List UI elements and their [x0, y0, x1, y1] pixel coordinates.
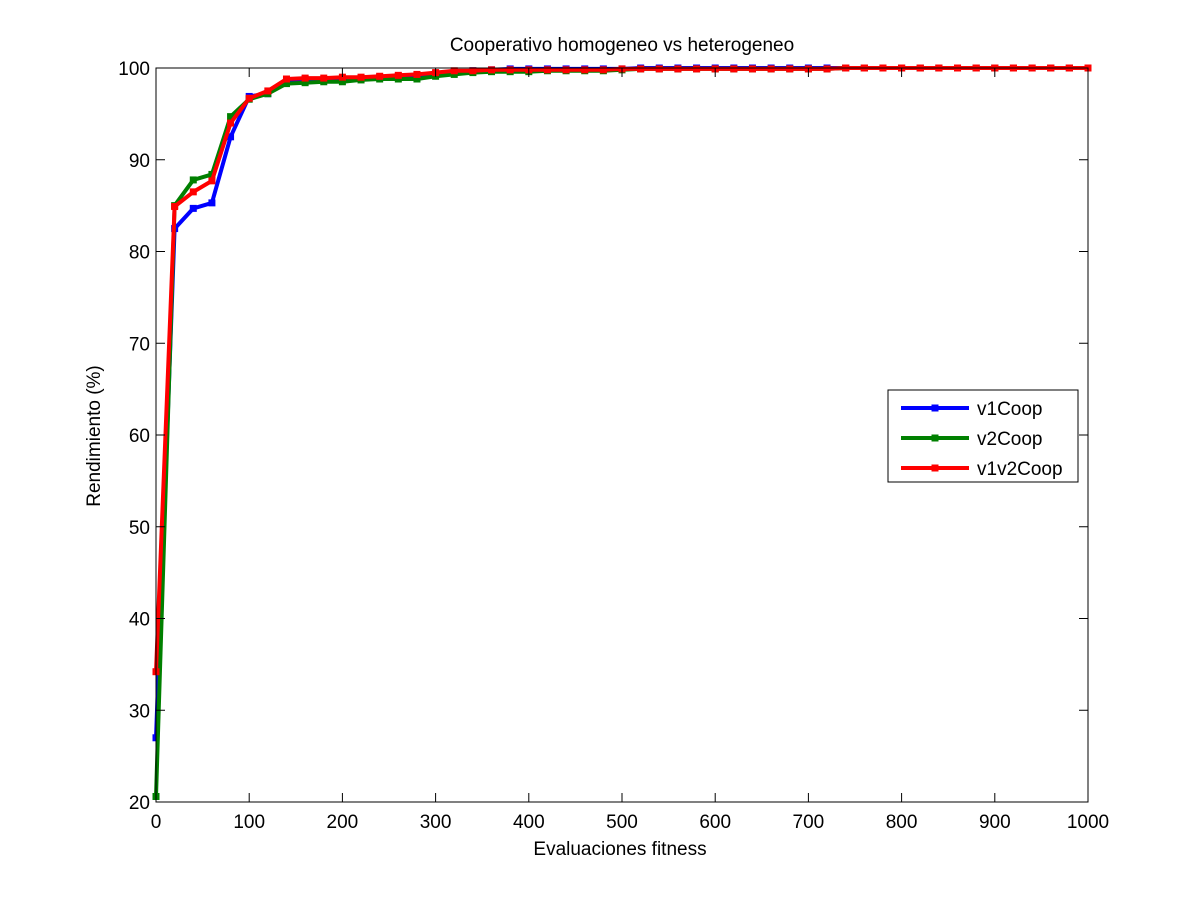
- data-point-v1v2coop: [376, 72, 384, 80]
- y-tick-label: 60: [129, 426, 150, 447]
- y-tick-label: 70: [129, 334, 150, 355]
- data-point-v1coop: [189, 204, 197, 212]
- x-tick-label: 1000: [1067, 812, 1109, 833]
- data-point-v1v2coop: [320, 74, 328, 82]
- chart-title: Cooperativo homogeneo vs heterogeneo: [450, 35, 794, 56]
- data-point-v2coop: [301, 79, 309, 87]
- data-point-v1v2coop: [394, 71, 402, 79]
- data-point-v1v2coop: [599, 66, 607, 74]
- legend-item-v2coop: v2Coop: [901, 429, 1043, 450]
- data-point-v2coop: [394, 75, 402, 83]
- data-point-v1coop: [227, 133, 235, 141]
- x-tick-label: 200: [327, 812, 359, 833]
- y-tick-label: 80: [129, 243, 150, 264]
- data-point-v1v2coop: [693, 65, 701, 73]
- data-point-v1v2coop: [357, 73, 365, 81]
- data-point-v2coop: [450, 70, 458, 78]
- axis-ticks: 0 100 200 300 400 500 600 700 800 900 1000 20 30 40 50…: [118, 59, 1109, 833]
- data-point-v1v2coop: [338, 73, 346, 81]
- data-point-v2coop: [413, 75, 421, 83]
- data-point-v1v2coop: [264, 87, 272, 95]
- data-point-v1v2coop: [245, 94, 253, 102]
- data-point-v2coop: [227, 113, 235, 121]
- x-tick-label: 0: [151, 812, 162, 833]
- legend-label-v2coop: v2Coop: [977, 429, 1043, 450]
- legend-item-v1v2coop: v1v2Coop: [901, 459, 1063, 480]
- data-point-v1v2coop: [786, 65, 794, 73]
- x-tick-label: 300: [420, 812, 452, 833]
- legend-marker-v1coop: [931, 404, 939, 412]
- data-point-v1v2coop: [748, 65, 756, 73]
- y-tick-label: 100: [118, 59, 150, 80]
- data-point-v2coop: [189, 176, 197, 184]
- data-point-v1v2coop: [767, 65, 775, 73]
- y-tick-label: 20: [129, 793, 150, 814]
- data-point-v1v2coop: [655, 65, 663, 73]
- data-point-v2coop: [338, 78, 346, 86]
- x-tick-label: 600: [699, 812, 731, 833]
- data-point-v1v2coop: [562, 66, 570, 74]
- data-point-v1v2coop: [674, 65, 682, 73]
- legend-label-v1v2coop: v1v2Coop: [977, 459, 1063, 480]
- data-point-v1v2coop: [637, 65, 645, 73]
- data-point-v1v2coop: [208, 177, 216, 185]
- data-point-v1v2coop: [730, 65, 738, 73]
- data-point-v2coop: [282, 80, 290, 88]
- x-tick-label: 500: [606, 812, 638, 833]
- y-axis-label: Rendimiento (%): [84, 365, 105, 507]
- data-point-v1v2coop: [413, 70, 421, 78]
- data-point-v1v2coop: [581, 66, 589, 74]
- data-point-v1v2coop: [823, 65, 831, 73]
- data-point-v1v2coop: [282, 75, 290, 83]
- y-tick-label: 30: [129, 701, 150, 722]
- data-point-v1v2coop: [506, 66, 514, 74]
- x-tick-label: 100: [233, 812, 265, 833]
- legend-item-v1coop: v1Coop: [901, 399, 1043, 420]
- legend-marker-v1v2coop: [931, 464, 939, 472]
- x-tick-label: 700: [793, 812, 825, 833]
- data-point-v1v2coop: [189, 188, 197, 196]
- data-point-v1v2coop: [171, 203, 179, 211]
- x-tick-label: 400: [513, 812, 545, 833]
- data-point-v1v2coop: [469, 67, 477, 75]
- data-point-v1v2coop: [543, 66, 551, 74]
- y-tick-label: 40: [129, 610, 150, 631]
- data-point-v1v2coop: [488, 66, 496, 74]
- legend: v1Coop v2Coop v1v2Coop: [887, 389, 1079, 483]
- x-axis-label: Evaluaciones fitness: [533, 839, 706, 860]
- data-point-v2coop: [320, 78, 328, 86]
- data-point-v1v2coop: [301, 74, 309, 82]
- data-point-v1v2coop: [450, 67, 458, 75]
- legend-label-v1coop: v1Coop: [977, 399, 1043, 420]
- data-point-v1coop: [208, 199, 216, 207]
- x-tick-label: 800: [886, 812, 918, 833]
- legend-entries: v1Coop v2Coop v1v2Coop: [901, 399, 1063, 480]
- y-tick-label: 90: [129, 151, 150, 172]
- y-tick-label: 50: [129, 518, 150, 539]
- legend-marker-v2coop: [931, 434, 939, 442]
- data-point-v1v2coop: [227, 119, 235, 127]
- x-tick-label: 900: [979, 812, 1011, 833]
